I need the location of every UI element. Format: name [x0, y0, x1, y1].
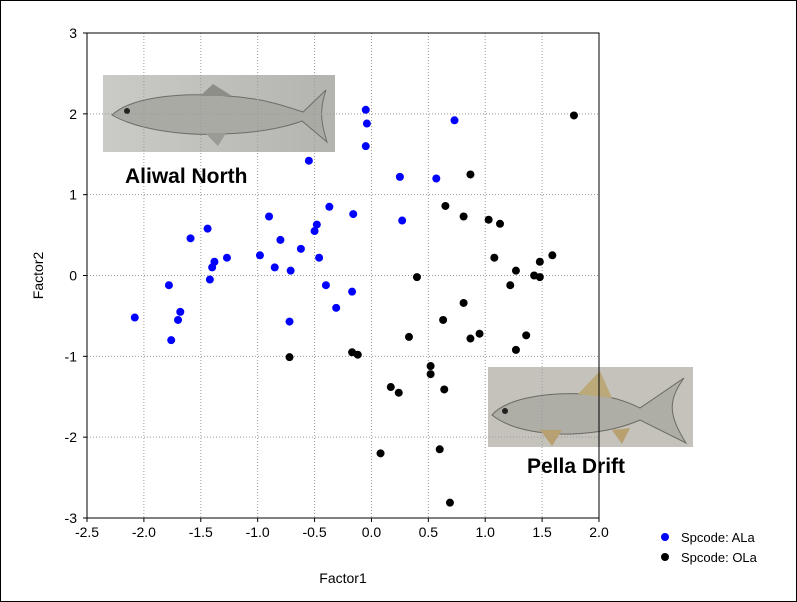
data-point-series-1 — [310, 227, 319, 236]
data-point-series-1 — [130, 313, 139, 322]
data-point-series-1 — [174, 315, 183, 324]
data-point-series-1 — [208, 263, 217, 272]
grid — [87, 33, 599, 518]
x-tick-label: 0.5 — [419, 524, 439, 540]
data-point-series-1 — [349, 210, 358, 219]
data-point-series-1 — [450, 116, 459, 125]
data-point-series-1 — [395, 172, 404, 181]
data-point-series-1 — [270, 263, 279, 272]
data-point-series-2 — [439, 315, 448, 324]
data-point-series-1 — [361, 105, 370, 114]
data-point-series-2 — [285, 353, 294, 362]
data-point-series-2 — [569, 111, 578, 120]
y-tick-label: -1 — [65, 348, 78, 364]
data-point-series-1 — [348, 287, 357, 296]
data-point-series-1 — [176, 307, 185, 316]
y-tick-label: 2 — [69, 106, 77, 122]
data-point-series-1 — [362, 119, 371, 128]
data-point-series-2 — [511, 266, 520, 275]
data-point-series-2 — [426, 362, 435, 371]
annotation-aliwal-north: Aliwal North — [125, 165, 248, 188]
data-point-series-2 — [484, 215, 493, 224]
legend-marker — [661, 553, 669, 561]
x-tick-label: 1.0 — [475, 524, 495, 540]
data-point-series-2 — [440, 385, 449, 394]
fish-photo-pella-drift — [488, 367, 693, 447]
data-point-series-2 — [459, 212, 468, 221]
data-point-series-2 — [548, 251, 557, 260]
data-point-series-1 — [265, 212, 274, 221]
data-point-series-1 — [398, 216, 407, 225]
annotation-pella-drift: Pella Drift — [527, 455, 625, 478]
data-point-series-1 — [186, 234, 195, 243]
data-point-series-1 — [325, 202, 334, 211]
axis-ticks: -2.5 -2.0 -1.5 -1.0 -0.5 0.0 0.5 1.0 1.5 2.0 3 2 1 0 -… — [65, 25, 609, 540]
data-point-series-2 — [535, 257, 544, 266]
data-point-series-2 — [475, 329, 484, 338]
fish-photo-aliwal-north — [103, 75, 335, 152]
data-point-series-2 — [506, 281, 515, 290]
data-point-series-2 — [466, 334, 475, 343]
data-point-series-2 — [353, 350, 362, 359]
data-point-series-1 — [222, 253, 231, 262]
data-point-series-1 — [332, 303, 341, 312]
x-tick-label: 2.0 — [589, 524, 609, 540]
data-point-series-2 — [459, 298, 468, 307]
data-point-series-1 — [276, 235, 285, 244]
data-point-series-1 — [286, 266, 295, 275]
data-point-series-1 — [361, 142, 370, 151]
data-point-series-2 — [404, 332, 413, 341]
data-point-series-2 — [386, 383, 395, 392]
data-point-series-2 — [496, 219, 505, 228]
y-tick-label: 1 — [69, 187, 77, 203]
data-point-series-1 — [203, 224, 212, 233]
data-point-series-1 — [205, 275, 214, 284]
data-point-series-2 — [445, 498, 454, 507]
data-point-series-2 — [441, 201, 450, 210]
y-tick-label: -3 — [65, 510, 78, 526]
data-point-series-2 — [376, 449, 385, 458]
data-points — [130, 105, 578, 507]
data-point-series-1 — [312, 220, 321, 229]
data-point-series-2 — [394, 388, 403, 397]
data-point-series-2 — [426, 370, 435, 379]
legend-label: Spcode: ALa — [681, 530, 755, 545]
data-point-series-2 — [522, 331, 531, 340]
x-tick-label: -0.5 — [302, 524, 326, 540]
data-point-series-1 — [164, 281, 173, 290]
x-tick-label: -1.0 — [246, 524, 270, 540]
data-point-series-1 — [255, 251, 264, 260]
legend-marker — [661, 533, 669, 541]
x-tick-label: -2.5 — [75, 524, 99, 540]
data-point-series-1 — [296, 244, 305, 253]
data-point-series-1 — [285, 317, 294, 326]
legend-label: Spcode: OLa — [681, 550, 758, 565]
data-point-series-1 — [315, 253, 324, 262]
x-tick-label: -1.5 — [189, 524, 213, 540]
x-axis-label: Factor1 — [319, 570, 367, 586]
data-point-series-1 — [432, 174, 441, 183]
data-point-series-2 — [412, 273, 421, 282]
x-tick-label: 0.0 — [362, 524, 382, 540]
data-point-series-1 — [304, 156, 313, 165]
data-point-series-1 — [167, 336, 176, 345]
x-tick-label: -2.0 — [132, 524, 156, 540]
data-point-series-2 — [535, 273, 544, 282]
legend: Spcode: ALa Spcode: OLa — [661, 530, 758, 565]
data-point-series-2 — [511, 345, 520, 354]
data-point-series-2 — [466, 170, 475, 179]
data-point-series-1 — [321, 281, 330, 290]
data-point-series-2 — [435, 445, 444, 454]
x-tick-label: 1.5 — [532, 524, 552, 540]
data-point-series-2 — [490, 253, 499, 262]
y-tick-label: 0 — [69, 268, 77, 284]
y-tick-label: -2 — [65, 429, 78, 445]
y-axis-label: Factor2 — [30, 252, 46, 300]
y-tick-label: 3 — [69, 25, 77, 41]
